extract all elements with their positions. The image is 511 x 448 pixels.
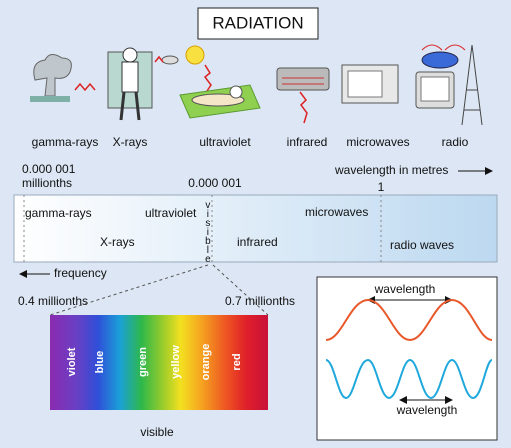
- icons: [30, 44, 483, 126]
- axis-label: wavelength in metres: [334, 163, 448, 177]
- long-wave: [325, 298, 493, 342]
- title-box: [197, 7, 319, 40]
- color-labels: violet blue green yellow orange red: [66, 344, 243, 381]
- wave-label: wavelength: [374, 282, 436, 296]
- short-wave: [325, 358, 493, 400]
- color-label: violet: [66, 347, 78, 376]
- frequency-label: frequency: [54, 266, 107, 280]
- band-label: microwaves: [305, 205, 368, 219]
- source-labels: gamma-rays X-rays ultraviolet infrared m…: [32, 135, 469, 149]
- band-visible: visible: [202, 200, 213, 263]
- source-label: radio: [442, 135, 469, 149]
- color-label: blue: [94, 351, 106, 374]
- scale-value: 0.000 001: [22, 162, 76, 176]
- band-label: infrared: [237, 235, 278, 249]
- visible-spectrum: [50, 315, 268, 410]
- visible-min: 0.4 millionths: [18, 294, 88, 308]
- band-label: X-rays: [100, 235, 135, 249]
- spectrum-band: [13, 194, 498, 263]
- color-label: green: [137, 347, 149, 377]
- color-label: orange: [200, 344, 212, 381]
- band-label: radio waves: [390, 238, 454, 252]
- source-label: gamma-rays: [32, 135, 99, 149]
- title: RADIATION: [212, 13, 303, 32]
- wave-label: wavelength: [396, 403, 458, 417]
- source-label: X-rays: [113, 135, 148, 149]
- wave-box: [316, 276, 498, 441]
- scale-unit: millionths: [22, 176, 72, 190]
- band-label: gamma-rays: [25, 206, 92, 220]
- band-label: ultraviolet: [145, 206, 197, 220]
- source-label: infrared: [287, 135, 328, 149]
- color-label: red: [231, 353, 243, 370]
- visible-caption: visible: [140, 425, 174, 439]
- source-label: microwaves: [346, 135, 409, 149]
- source-label: ultraviolet: [199, 135, 251, 149]
- scale-value: 1: [378, 180, 385, 194]
- color-label: yellow: [170, 345, 182, 379]
- visible-max: 0.7 millionths: [225, 294, 295, 308]
- scale-value: 0.000 001: [188, 176, 242, 190]
